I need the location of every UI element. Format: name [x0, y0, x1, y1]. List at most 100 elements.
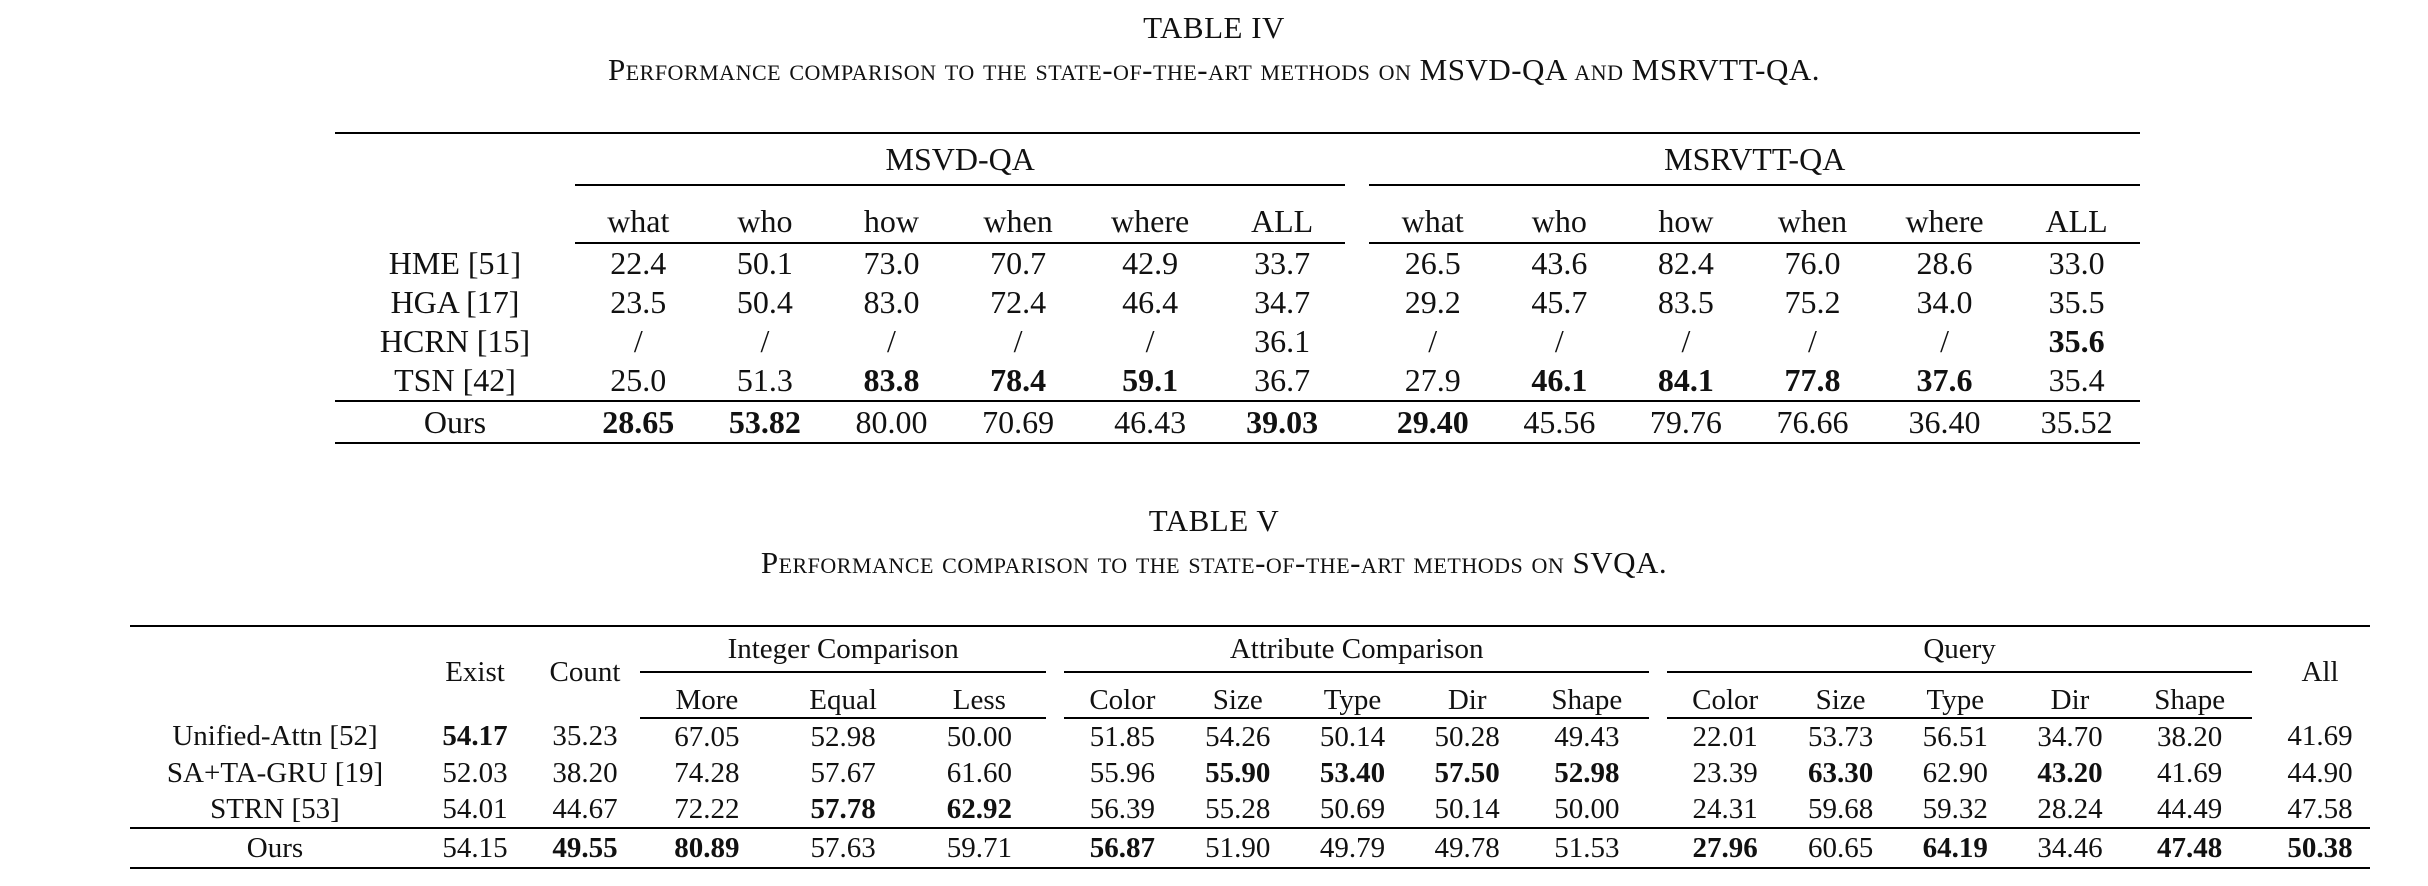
table4-gap: [1345, 322, 1369, 361]
table-cell: 82.4: [1657, 245, 1714, 281]
table5-gap: [2252, 625, 2270, 672]
method-name: HGA [17]: [390, 284, 520, 320]
group-label: Integer Comparison: [727, 632, 959, 665]
table4-caption: Performance comparison to the state-of-t…: [607, 52, 1821, 87]
table5-gap: [1649, 625, 1668, 672]
method-name: TSN [42]: [394, 362, 516, 398]
table5-col-header-type: Type: [1295, 672, 1410, 719]
table-cell: 55.28: [1205, 792, 1271, 825]
table5-gap: [1046, 672, 1064, 718]
method-name: Unified-Attn [52]: [172, 720, 378, 752]
table-cell: 49.79: [1295, 827, 1410, 869]
table-cell: 67.05: [674, 720, 740, 753]
table-cell: 46.1: [1531, 362, 1588, 398]
table-cell: 59.71: [912, 827, 1047, 869]
table-row: Ours 54.15 49.55 80.89 57.63 59.71 56.87 51.90 4…: [130, 827, 2370, 869]
table4-col-header-where: where: [1081, 185, 1219, 244]
table-cell: 79.76: [1622, 400, 1750, 444]
table5-gap: [1649, 672, 1667, 718]
table4-group-msrvtt: MSRVTT-QA: [1369, 132, 2140, 186]
table-row: TSN [42] 25.0 51.3 83.8 78.4 59.1 36.7 27.9 46.1…: [335, 361, 2140, 401]
table-cell: 41.69: [2157, 756, 2223, 789]
table-cell: 28.24: [2037, 792, 2103, 825]
table5-gap: [1046, 791, 1064, 828]
table-cell: 49.55: [530, 827, 640, 869]
table-cell: 49.43: [1554, 720, 1620, 753]
table4-gap: [1345, 243, 1369, 283]
table5-caption: Performance comparison to the state-of-t…: [760, 545, 1668, 580]
table-cell: 43.6: [1531, 245, 1588, 281]
table-cell: 72.22: [674, 792, 740, 825]
table-cell: 34.70: [2037, 720, 2103, 753]
table-cell: 84.1: [1657, 362, 1714, 398]
table-cell: 60.65: [1783, 827, 1898, 869]
table5-gap: [2252, 672, 2270, 718]
table-cell: 50.1: [736, 245, 793, 281]
table5-col-header-exist: Exist: [420, 625, 530, 718]
table-cell: 50.69: [1319, 792, 1386, 825]
table-cell: 56.39: [1089, 792, 1155, 825]
table4-gap: [1345, 283, 1369, 322]
table-cell: 57.50: [1434, 756, 1500, 789]
table-cell: 75.2: [1784, 284, 1841, 320]
table5: Exist Count Integer Comparison Attribute Co…: [130, 625, 2370, 869]
table-cell: 55.96: [1089, 756, 1155, 789]
table-cell: 45.56: [1496, 400, 1623, 444]
table5-col-header-type: Type: [1897, 672, 2013, 719]
table-cell: 47.48: [2127, 827, 2252, 869]
table4-col-header-who: who: [1496, 185, 1623, 244]
table-cell: 28.65: [575, 400, 702, 444]
table-cell: 53.73: [1807, 720, 1874, 753]
table-cell: /: [1681, 323, 1691, 359]
table-cell: /: [633, 323, 643, 359]
table-cell: 50.00: [946, 720, 1013, 753]
table-cell: 46.43: [1081, 400, 1219, 444]
table-cell: 34.0: [1916, 284, 1973, 320]
table5-col-header-size: Size: [1180, 672, 1296, 719]
table-cell: 34.7: [1254, 284, 1311, 320]
table-cell: 22.4: [610, 245, 667, 281]
table4: MSVD-QA MSRVTT-QA what who how when where ALL…: [335, 132, 2140, 444]
table-cell: 37.6: [1916, 362, 1973, 398]
table-cell: 33.0: [2048, 245, 2105, 281]
table4-col-header-what: what: [1369, 185, 1497, 244]
table-cell: 43.20: [2037, 756, 2103, 789]
table-cell: 35.23: [552, 720, 618, 752]
table5-gap: [2252, 827, 2270, 869]
table4-col-header-how: how: [828, 185, 955, 244]
table4-column-headers: what who how when where ALL what who how when wher…: [335, 185, 2140, 244]
table-cell: 50.4: [736, 284, 793, 320]
table-cell: 38.20: [552, 756, 618, 789]
table4-gap: [1345, 185, 1369, 243]
table-cell: 35.6: [2048, 323, 2105, 359]
table-cell: 59.68: [1807, 792, 1874, 825]
table5-gap: [2252, 791, 2270, 828]
table-cell: 24.31: [1692, 792, 1758, 825]
table5-gap: [1649, 718, 1667, 755]
table-cell: 27.96: [1667, 827, 1784, 869]
table5-group-headers: Exist Count Integer Comparison Attribute Co…: [130, 625, 2370, 718]
table5-col-header-color: Color: [1064, 672, 1181, 719]
table5-col-header-dir: Dir: [2012, 672, 2128, 719]
table-cell: 76.66: [1749, 400, 1876, 444]
table-cell: 56.51: [1922, 720, 1988, 753]
table-cell: 44.49: [2157, 792, 2223, 825]
table-cell: /: [1808, 323, 1817, 359]
table5-gap: [2252, 718, 2270, 755]
table-cell: 50.38: [2270, 827, 2370, 869]
table5-col-header-count: Count: [530, 625, 640, 718]
table4-body: HME [51] 22.4 50.1 73.0 70.7 42.9 33.7 26.5 43.6…: [335, 243, 2140, 444]
table5-gap: [2252, 755, 2270, 791]
table-cell: 73.0: [863, 245, 920, 281]
table-cell: 23.5: [610, 284, 667, 320]
table4-col-header-all: ALL: [2013, 185, 2140, 244]
table-cell: 27.9: [1404, 362, 1461, 398]
table-cell: /: [1428, 323, 1438, 359]
table4-gap: [1345, 361, 1369, 401]
table-cell: 59.1: [1122, 362, 1179, 398]
table-cell: 46.4: [1122, 284, 1179, 320]
table-cell: 53.40: [1319, 756, 1386, 789]
table-cell: 38.20: [2157, 720, 2223, 753]
table-cell: 36.7: [1254, 362, 1311, 398]
table5-gap: [1046, 827, 1065, 869]
